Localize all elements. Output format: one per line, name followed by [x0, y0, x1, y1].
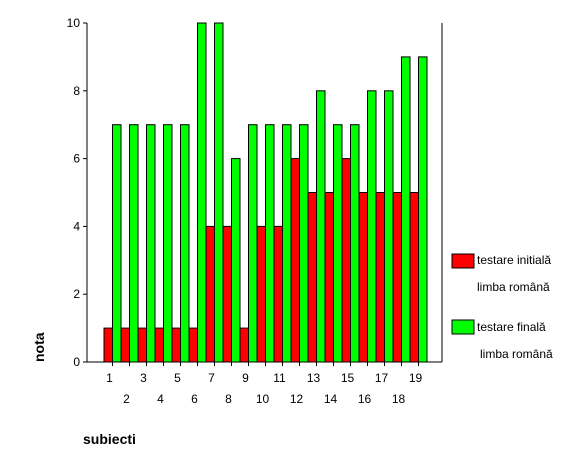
- bar-final-14: [333, 124, 343, 363]
- bars-group: [103, 22, 428, 363]
- x-tick-label-9: 9: [242, 371, 249, 385]
- bar-initial-17: [375, 192, 385, 363]
- x-tick-label-14: 14: [324, 392, 338, 406]
- bar-final-2: [129, 124, 139, 363]
- y-tick-label-8: 8: [73, 84, 80, 98]
- x-tick-label-17: 17: [375, 371, 389, 385]
- bar-initial-14: [324, 192, 334, 363]
- bar-initial-6: [188, 327, 198, 363]
- bar-initial-2: [120, 327, 130, 363]
- bar-final-7: [214, 22, 224, 363]
- bar-final-4: [163, 124, 173, 363]
- bar-final-11: [282, 124, 292, 363]
- x-tick-label-7: 7: [208, 371, 215, 385]
- x-tick-label-11: 11: [273, 371, 286, 385]
- y-tick-label-2: 2: [73, 287, 80, 301]
- bar-final-8: [231, 158, 241, 363]
- x-tick-label-5: 5: [174, 371, 181, 385]
- bar-initial-10: [256, 225, 266, 363]
- x-tick-label-13: 13: [307, 371, 321, 385]
- bar-final-17: [384, 90, 394, 363]
- bar-initial-4: [154, 327, 164, 363]
- legend-swatch-initial: [451, 253, 475, 269]
- legend: testare initială limba română testare fi…: [451, 253, 553, 361]
- bar-initial-16: [358, 192, 368, 363]
- x-tick-label-19: 19: [409, 371, 423, 385]
- bar-final-3: [146, 124, 156, 363]
- x-tick-label-3: 3: [140, 371, 147, 385]
- x-tick-label-18: 18: [392, 392, 406, 406]
- bar-final-5: [180, 124, 190, 363]
- x-tick-label-12: 12: [290, 392, 304, 406]
- bar-final-13: [316, 90, 326, 363]
- bar-initial-15: [341, 158, 351, 363]
- legend-swatch-final: [451, 319, 475, 335]
- x-tick-label-6: 6: [191, 392, 198, 406]
- x-tick-label-1: 1: [106, 371, 113, 385]
- bar-initial-8: [222, 225, 232, 363]
- bar-final-16: [367, 90, 377, 363]
- bar-final-19: [418, 56, 428, 363]
- bar-initial-7: [205, 225, 215, 363]
- bar-final-9: [248, 124, 258, 363]
- legend-label-initial-line2: limba română: [477, 280, 550, 294]
- bar-final-1: [112, 124, 122, 363]
- bar-final-12: [299, 124, 309, 363]
- legend-label-final-line2: limba română: [480, 347, 553, 361]
- bar-initial-1: [103, 327, 113, 363]
- bar-initial-3: [137, 327, 147, 363]
- x-axis-title: subiecti: [83, 431, 136, 447]
- legend-label-initial-line1: testare initială: [477, 253, 551, 267]
- bar-final-18: [401, 56, 411, 363]
- x-tick-label-8: 8: [225, 392, 232, 406]
- bar-initial-12: [290, 158, 300, 363]
- bar-initial-18: [392, 192, 402, 363]
- y-tick-label-0: 0: [73, 355, 80, 369]
- bar-initial-19: [409, 192, 419, 363]
- y-tick-label-6: 6: [73, 152, 80, 166]
- bar-initial-9: [239, 327, 249, 363]
- bar-initial-13: [307, 192, 317, 363]
- bar-initial-5: [171, 327, 181, 363]
- y-tick-label-4: 4: [73, 219, 80, 233]
- x-tick-label-4: 4: [157, 392, 164, 406]
- legend-label-final-line1: testare finală: [477, 320, 546, 334]
- x-tick-label-10: 10: [256, 392, 270, 406]
- x-tick-label-15: 15: [341, 371, 355, 385]
- y-axis: 0 2 4 6 8 10: [67, 16, 88, 369]
- bar-final-10: [265, 124, 275, 363]
- bar-final-15: [350, 124, 360, 363]
- bar-final-6: [197, 22, 207, 363]
- bar-initial-11: [273, 225, 283, 363]
- x-tick-label-2: 2: [123, 392, 130, 406]
- y-axis-title: nota: [31, 332, 47, 362]
- x-tick-label-16: 16: [358, 392, 372, 406]
- y-tick-label-10: 10: [67, 16, 81, 30]
